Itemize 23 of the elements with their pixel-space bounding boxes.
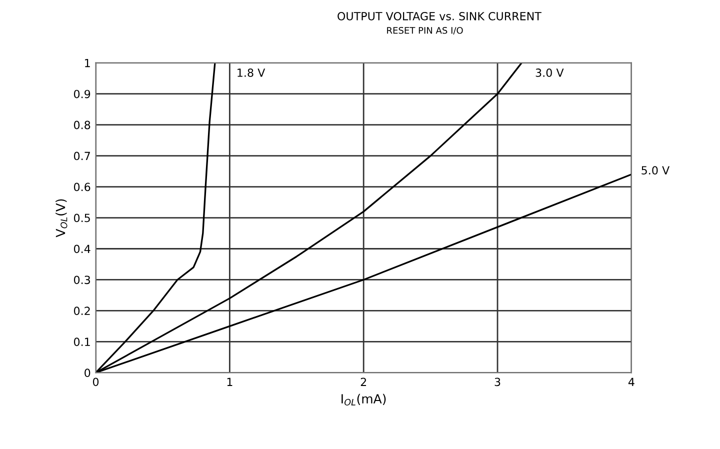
- x-tick-label: 2: [360, 378, 366, 386]
- y-tick-label: 0.5: [74, 214, 90, 222]
- y-axis-title: V$_{OL}$(V): [56, 199, 68, 238]
- y-tick-label: 0.4: [74, 244, 90, 254]
- x-tick-label: 3: [494, 378, 500, 386]
- series-label: 3.0 V: [536, 68, 564, 77]
- x-tick-label: 0: [92, 378, 99, 386]
- x-axis-title: I$_{OL}$(mA): [342, 394, 386, 406]
- y-tick-label: 0.7: [74, 152, 90, 160]
- y-tick-label: 1: [85, 58, 90, 68]
- y-tick-label: 0.2: [74, 306, 90, 316]
- chart-title: OUTPUT VOLTAGE vs. SINK CURRENT: [338, 12, 542, 20]
- y-tick-label: 0.3: [74, 276, 90, 284]
- y-tick-label: 0.6: [74, 182, 90, 192]
- x-tick-label: 4: [628, 378, 634, 386]
- series-label: 5.0 V: [642, 166, 670, 175]
- y-tick-label: 0: [84, 368, 90, 378]
- y-tick-label: 0.9: [74, 90, 90, 98]
- y-tick-label: 0.1: [74, 338, 90, 346]
- y-tick-label: 0.8: [74, 120, 90, 130]
- x-tick-label: 1: [227, 378, 232, 386]
- text: 1.8 V: [238, 68, 266, 77]
- chart-subtitle: RESET PIN AS I/O: [387, 26, 463, 35]
